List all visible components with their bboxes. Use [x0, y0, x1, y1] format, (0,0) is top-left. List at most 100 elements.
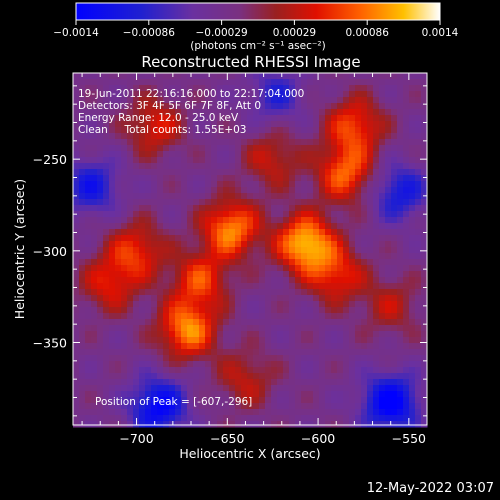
- heatmap-cell: [283, 169, 290, 176]
- heatmap-cell: [295, 283, 302, 290]
- heatmap-cell: [295, 217, 302, 224]
- heatmap-cell: [181, 409, 188, 416]
- heatmap-cell: [211, 403, 218, 410]
- heatmap-cell: [397, 331, 404, 338]
- heatmap-cell: [355, 217, 362, 224]
- heatmap-cell: [409, 199, 416, 206]
- heatmap-cell: [121, 181, 128, 188]
- heatmap-cell: [265, 97, 272, 104]
- heatmap-cell: [205, 175, 212, 182]
- heatmap-cell: [325, 181, 332, 188]
- heatmap-cell: [289, 169, 296, 176]
- heatmap-cell: [115, 373, 122, 380]
- heatmap-cell: [193, 211, 200, 218]
- heatmap-cell: [115, 91, 122, 98]
- heatmap-cell: [367, 163, 374, 170]
- heatmap-cell: [181, 235, 188, 242]
- heatmap-cell: [223, 325, 230, 332]
- heatmap-cell: [91, 397, 98, 404]
- heatmap-cell: [361, 85, 368, 92]
- heatmap-cell: [193, 373, 200, 380]
- heatmap-cell: [289, 355, 296, 362]
- heatmap-cell: [175, 193, 182, 200]
- heatmap-cell: [157, 313, 164, 320]
- heatmap-cell: [223, 409, 230, 416]
- heatmap-cell: [115, 211, 122, 218]
- heatmap-cell: [223, 355, 230, 362]
- colorbar-tick-label: 0.00086: [345, 27, 389, 39]
- heatmap-cell: [409, 277, 416, 284]
- heatmap-cell: [121, 331, 128, 338]
- heatmap-cell: [421, 181, 428, 188]
- heatmap-cell: [403, 145, 410, 152]
- heatmap-cell: [355, 163, 362, 170]
- heatmap-cell: [139, 253, 146, 260]
- heatmap-cell: [235, 295, 242, 302]
- heatmap-cell: [379, 337, 386, 344]
- heatmap-cell: [151, 109, 158, 116]
- heatmap-cell: [355, 409, 362, 416]
- heatmap-cell: [403, 247, 410, 254]
- heatmap-cell: [187, 151, 194, 158]
- heatmap-cell: [319, 175, 326, 182]
- heatmap-cell: [145, 271, 152, 278]
- heatmap-cell: [205, 319, 212, 326]
- heatmap-cell: [133, 85, 140, 92]
- heatmap-cell: [157, 319, 164, 326]
- heatmap-cell: [85, 385, 92, 392]
- heatmap-cell: [217, 223, 224, 230]
- heatmap-cell: [235, 307, 242, 314]
- heatmap-cell: [247, 181, 254, 188]
- heatmap-cell: [421, 307, 428, 314]
- heatmap-cell: [175, 349, 182, 356]
- heatmap-cell: [313, 415, 320, 422]
- heatmap-cell: [253, 151, 260, 158]
- heatmap-cell: [379, 91, 386, 98]
- heatmap-cell: [199, 295, 206, 302]
- heatmap-cell: [157, 97, 164, 104]
- heatmap-cell: [157, 193, 164, 200]
- heatmap-cell: [175, 175, 182, 182]
- heatmap-cell: [409, 193, 416, 200]
- heatmap-cell: [367, 121, 374, 128]
- heatmap-cell: [211, 127, 218, 134]
- heatmap-cell: [409, 385, 416, 392]
- heatmap-cell: [331, 151, 338, 158]
- heatmap-cell: [127, 103, 134, 110]
- heatmap-cell: [271, 229, 278, 236]
- heatmap-cell: [103, 79, 110, 86]
- heatmap-cell: [229, 295, 236, 302]
- heatmap-cell: [211, 85, 218, 92]
- heatmap-cell: [115, 139, 122, 146]
- heatmap-cell: [103, 403, 110, 410]
- heatmap-cell: [343, 109, 350, 116]
- heatmap-cell: [379, 211, 386, 218]
- heatmap-cell: [211, 175, 218, 182]
- heatmap-cell: [97, 241, 104, 248]
- heatmap-cell: [97, 229, 104, 236]
- heatmap-cell: [127, 109, 134, 116]
- colorbar-tick-label: −0.00086: [123, 27, 176, 39]
- heatmap-cell: [397, 193, 404, 200]
- heatmap-cell: [265, 403, 272, 410]
- heatmap-cell: [265, 397, 272, 404]
- heatmap-cell: [217, 289, 224, 296]
- heatmap-cell: [247, 229, 254, 236]
- heatmap-cell: [319, 379, 326, 386]
- heatmap-cell: [283, 325, 290, 332]
- heatmap-cell: [163, 229, 170, 236]
- heatmap-cell: [79, 157, 86, 164]
- heatmap-cell: [301, 133, 308, 140]
- heatmap-cell: [73, 199, 80, 206]
- heatmap-cell: [97, 211, 104, 218]
- heatmap-cell: [115, 169, 122, 176]
- heatmap-cell: [109, 193, 116, 200]
- heatmap-cell: [313, 397, 320, 404]
- heatmap-cell: [373, 397, 380, 404]
- heatmap-cell: [259, 175, 266, 182]
- heatmap-cell: [133, 217, 140, 224]
- heatmap-cell: [205, 241, 212, 248]
- heatmap-cell: [343, 211, 350, 218]
- heatmap-cell: [319, 313, 326, 320]
- heatmap-cell: [349, 265, 356, 272]
